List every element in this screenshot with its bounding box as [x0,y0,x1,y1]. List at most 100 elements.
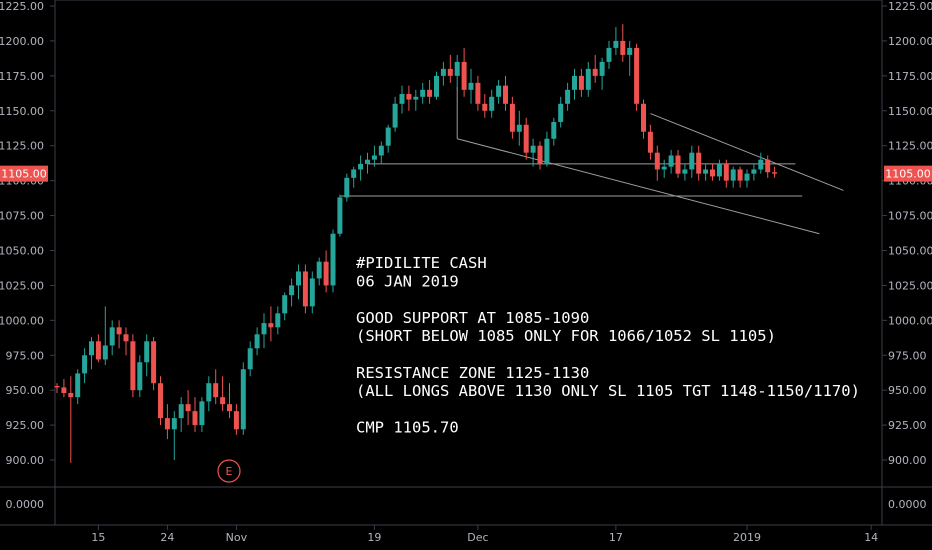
candle-body [703,169,709,174]
candle-body [144,341,150,363]
candle-body [434,75,439,97]
candle-body [730,169,736,181]
candle-body [751,169,757,174]
candle-body [765,159,771,173]
candle-body [316,261,322,279]
candle-body [758,159,764,170]
candle-body [75,373,81,398]
candle-body [427,89,433,97]
candle-body [399,94,405,104]
candle-body [723,163,729,181]
candle-body [227,404,232,412]
candle-body [551,121,557,139]
candle-body [627,47,633,55]
candle-body [54,386,60,388]
annotation-line: (ALL LONGS ABOVE 1130 ONLY SL 1105 TGT 1… [356,382,860,400]
x-tick-label: 17 [609,531,623,544]
annotation-line: 06 JAN 2019 [356,272,459,290]
candle-body [282,295,288,314]
candle-body [682,169,688,174]
candle-body [558,103,564,122]
candle-body [130,341,136,391]
candle-body [302,271,308,307]
candle-body [206,383,212,402]
candle-body [247,348,253,370]
y-tick-right: 1075.00 [888,210,932,223]
price-tags: 1105.00 1105.00 [0,165,932,182]
y-tick-left: 950.00 [6,384,45,397]
candle-body [772,172,778,174]
last-price-label-right: 1105.00 [885,168,931,181]
candle-body [158,383,163,419]
candle-body [109,327,115,346]
candle-body [496,85,502,97]
candle-body [578,75,584,90]
y-tick-right: 900.00 [888,454,927,467]
y-tick-right: 925.00 [888,419,927,432]
x-tick-label: 2019 [733,531,761,544]
candle-body [606,47,612,62]
candle-body [454,61,460,76]
candle-body [530,145,536,153]
candle-body [592,68,598,76]
last-price-tag-right [884,165,932,182]
candle-body [585,68,591,90]
candle-body [164,418,170,430]
candle-body [420,89,426,97]
candle-body [151,341,157,384]
candle-body [185,404,191,412]
candle-body [544,138,550,164]
candle-body [337,197,343,234]
candle-body [358,163,364,170]
candle-body [516,124,522,132]
candle-body [537,145,543,164]
candle-body [661,166,667,170]
y-tick-right: 975.00 [888,349,927,362]
y-tick-left: 1150.00 [0,105,44,118]
earnings-marker-circle[interactable] [217,459,241,483]
x-tick-label: 15 [91,531,105,544]
candle-body [199,401,205,426]
candle-body [620,40,626,55]
candle-body [233,411,239,430]
y-tick-left: 1200.00 [0,35,44,48]
x-tick-label: Dec [467,531,488,544]
candle-body [95,341,101,360]
candle-body [137,362,143,391]
candle-body [330,233,336,286]
candle-body [102,345,108,360]
indicator-tick-left: 0.0000 [6,498,45,511]
candle-body [710,169,715,177]
candle-body [696,152,702,174]
candle-body [668,155,674,167]
candle-body [385,127,391,146]
candle-body [482,103,488,111]
candle-body [509,103,515,132]
candle-body [220,397,226,405]
y-tick-left: 1225.00 [0,0,44,13]
candle-body [565,89,571,104]
candle-body [737,169,743,181]
candle-body [503,85,508,104]
candle-body [261,323,267,335]
y-tick-left: 1175.00 [0,70,44,83]
candle-body [323,261,329,286]
y-tick-right: 950.00 [888,384,927,397]
candle-body [675,155,681,174]
annotation-line: GOOD SUPPORT AT 1085-1090 [356,309,589,327]
candle-body [344,177,350,198]
candle-body [89,341,94,356]
candle-body [275,313,281,328]
candle-body [654,152,660,170]
candle-body [116,327,122,335]
candle-body [634,47,640,104]
y-tick-right: 1175.00 [888,70,932,83]
y-tick-left: 1050.00 [0,244,44,257]
candle-body [171,418,177,430]
y-tick-right: 1225.00 [888,0,932,13]
candle-body [440,68,446,76]
candle-body [351,169,357,178]
x-tick-label: 19 [367,531,381,544]
candle-body [523,124,529,153]
